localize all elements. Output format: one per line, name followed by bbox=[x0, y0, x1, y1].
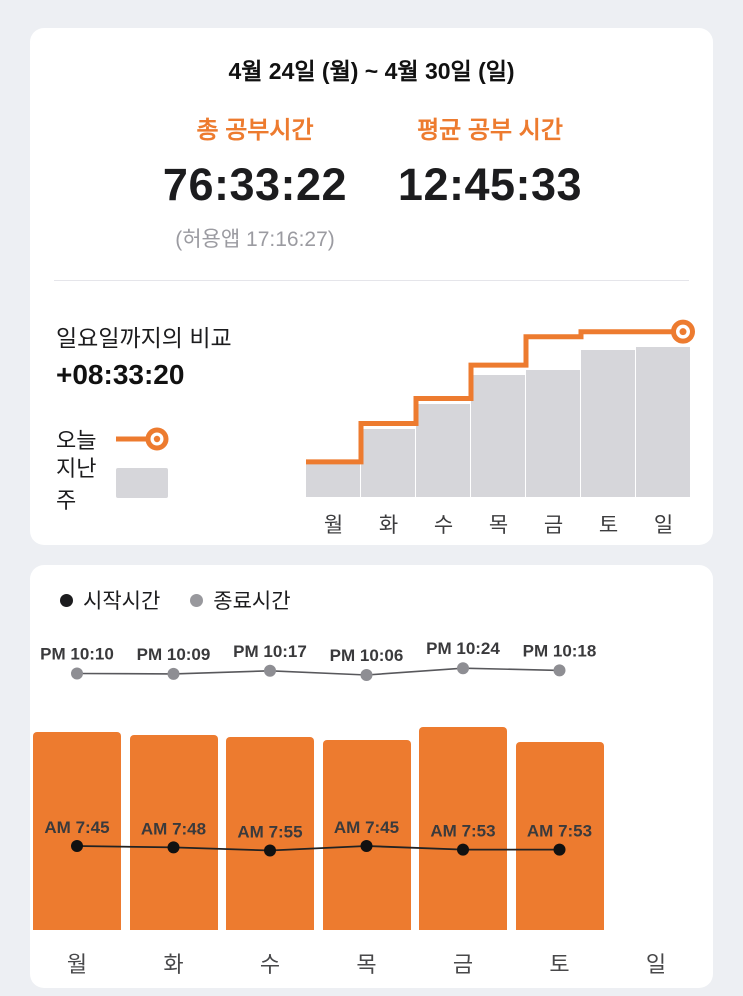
allowed-app-time: (허용앱 17:16:27) bbox=[175, 228, 335, 251]
end-time-label: PM 10:10 bbox=[40, 645, 114, 664]
legend-lastweek-label: 지난주 bbox=[56, 456, 97, 513]
today-line-marker-icon bbox=[116, 427, 169, 451]
weekday-label: 금 bbox=[543, 514, 564, 537]
end-time-label: PM 10:09 bbox=[137, 645, 211, 664]
start-time-dot bbox=[167, 841, 180, 854]
start-time-label: AM 7:45 bbox=[334, 818, 399, 837]
session-times-card: 시작시간 종료시간 PM 10:10 PM 10:09 PM 10:17 PM 10:… bbox=[30, 565, 713, 988]
legend-start-time: 시작시간 bbox=[60, 585, 160, 615]
comparison-title: 일요일까지의 비교 bbox=[56, 325, 232, 351]
start-time-label: AM 7:45 bbox=[44, 818, 109, 837]
weekday-label: 일 bbox=[653, 514, 674, 537]
end-time-dot bbox=[360, 669, 373, 681]
average-study-time-value: 12:45:33 bbox=[397, 159, 583, 210]
legend-today-label: 오늘 bbox=[56, 428, 97, 453]
start-dot-icon bbox=[60, 593, 73, 607]
comparison-legend: 오늘 지난주 bbox=[56, 424, 170, 513]
average-study-time-label: 평균 공부 시간 bbox=[417, 117, 563, 144]
study-bar bbox=[515, 742, 604, 930]
lastweek-bar bbox=[416, 403, 470, 497]
comparison-delta: +08:33:20 bbox=[56, 359, 185, 390]
lastweek-bar bbox=[636, 346, 690, 497]
legend-row-lastweek: 지난주 bbox=[56, 456, 170, 513]
weekday-label: 토 bbox=[549, 952, 570, 977]
end-time-label: PM 10:18 bbox=[523, 641, 597, 660]
weekday-label: 목 bbox=[356, 952, 377, 977]
end-time-dot bbox=[457, 662, 469, 675]
study-bar bbox=[129, 735, 218, 930]
legend-end-label: 종료시간 bbox=[213, 590, 291, 613]
end-time-label: PM 10:24 bbox=[426, 639, 500, 658]
weekday-label: 목 bbox=[488, 514, 509, 537]
study-bar bbox=[322, 740, 411, 930]
weekday-label: 화 bbox=[378, 514, 399, 537]
date-range: 4월 24일 (월) ~ 4월 30일 (일) bbox=[228, 58, 515, 84]
start-time-dot bbox=[71, 840, 83, 852]
end-time-label: PM 10:17 bbox=[233, 642, 307, 661]
weekday-label: 수 bbox=[259, 952, 281, 977]
total-study-time: 총 공부시간 76:33:22 (허용앱 17:16:27) bbox=[125, 110, 385, 253]
study-bar bbox=[419, 727, 507, 930]
weekday-label: 월 bbox=[66, 952, 88, 977]
start-time-dot bbox=[360, 840, 373, 852]
end-time-line bbox=[76, 667, 560, 676]
legend-start-label: 시작시간 bbox=[83, 590, 161, 613]
study-bars bbox=[30, 565, 713, 988]
start-time-dot bbox=[264, 844, 276, 857]
end-time-dot bbox=[71, 667, 83, 680]
weekday-label: 일 bbox=[645, 952, 667, 977]
lastweek-swatch-icon bbox=[116, 468, 168, 498]
start-time-plot: AM 7:45 AM 7:48 AM 7:55 AM 7:45 AM 7:53 AM 7:… bbox=[44, 818, 592, 857]
weekly-compare-chart bbox=[306, 319, 695, 497]
today-step-line bbox=[306, 319, 695, 465]
start-time-dot bbox=[553, 843, 566, 856]
session-legend: 시작시간 종료시간 bbox=[60, 585, 291, 615]
end-time-plot: PM 10:10 PM 10:09 PM 10:17 PM 10:06 PM 10:24… bbox=[40, 639, 597, 681]
end-time-dot bbox=[167, 667, 180, 680]
legend-row-today: 오늘 bbox=[56, 424, 170, 454]
end-time-dot bbox=[553, 664, 566, 677]
average-study-time: 평균 공부 시간 12:45:33 bbox=[360, 110, 620, 211]
legend-end-time: 종료시간 bbox=[190, 585, 291, 615]
start-time-label: AM 7:48 bbox=[141, 819, 206, 838]
study-bar bbox=[226, 737, 314, 930]
weekday-label: 월 bbox=[323, 514, 344, 537]
lastweek-bar bbox=[361, 428, 415, 497]
weekday-label: 화 bbox=[163, 952, 184, 977]
lastweek-bar bbox=[526, 370, 580, 497]
lastweek-bar bbox=[471, 375, 525, 497]
end-time-dot bbox=[264, 664, 276, 677]
end-dot-icon bbox=[190, 593, 204, 607]
end-time-label: PM 10:06 bbox=[330, 646, 404, 665]
start-time-label: AM 7:53 bbox=[527, 822, 592, 841]
total-study-time-value: 76:33:22 bbox=[162, 159, 348, 210]
total-study-time-label: 총 공부시간 bbox=[196, 117, 314, 144]
start-time-label: AM 7:53 bbox=[430, 822, 495, 841]
divider bbox=[54, 280, 689, 281]
start-time-line bbox=[76, 845, 560, 852]
lastweek-bar bbox=[306, 463, 360, 497]
start-time-label: AM 7:55 bbox=[237, 823, 302, 842]
weekday-label: 수 bbox=[433, 514, 454, 537]
weekday-label: 토 bbox=[598, 514, 619, 537]
weekday-label: 금 bbox=[452, 952, 474, 977]
lastweek-bar bbox=[581, 350, 635, 497]
study-bar bbox=[33, 732, 121, 930]
start-time-dot bbox=[457, 843, 469, 856]
weekly-summary-card: 4월 24일 (월) ~ 4월 30일 (일) 총 공부시간 76:33:22 … bbox=[30, 28, 713, 545]
